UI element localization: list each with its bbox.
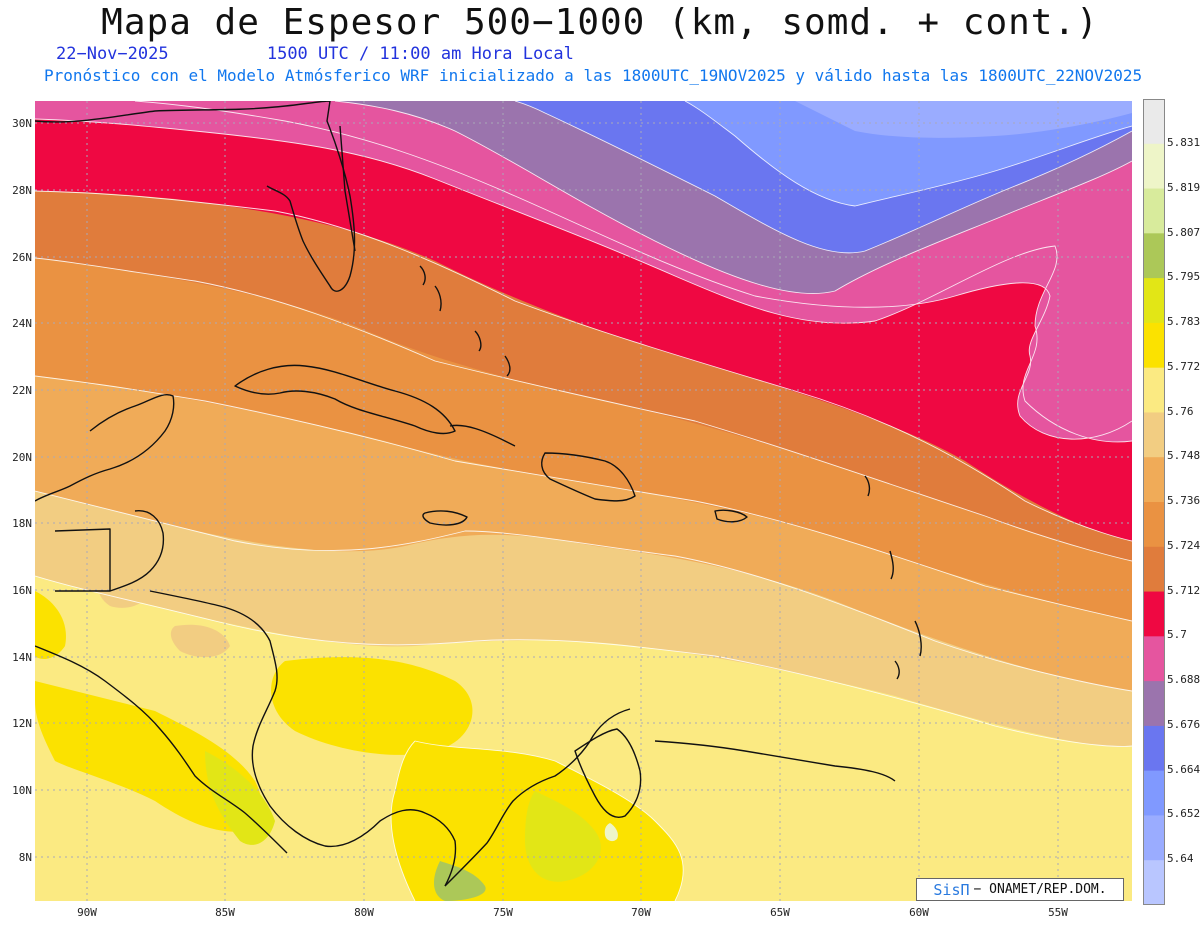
lat-tick: 22N — [12, 384, 32, 397]
brand-logo: SisΠ — [933, 880, 970, 899]
thickness-band — [795, 101, 1132, 138]
colorbar-segment — [1143, 860, 1165, 905]
coastlines — [35, 101, 922, 887]
lon-tick: 85W — [215, 906, 235, 919]
thickness-band — [525, 791, 601, 882]
lat-tick: 14N — [12, 651, 32, 664]
colorbar-segment — [1143, 725, 1165, 772]
lon-tick: 60W — [909, 906, 929, 919]
lat-tick: 26N — [12, 251, 32, 264]
lat-tick: 10N — [12, 784, 32, 797]
thickness-map — [35, 101, 1132, 901]
forecast-date: 22−Nov−2025 — [56, 44, 169, 64]
colorbar-label: 5.807 — [1167, 226, 1200, 239]
model-description: Pronóstico con el Modelo Atmósferico WRF… — [44, 66, 1143, 85]
colorbar-segment — [1143, 681, 1165, 727]
colorbar-label: 5.831 — [1167, 136, 1200, 149]
colorbar-segment — [1143, 457, 1165, 503]
lon-tick: 80W — [354, 906, 374, 919]
colorbar — [1143, 99, 1165, 905]
colorbar-segment — [1143, 815, 1165, 861]
colorbar-label: 5.76 — [1167, 405, 1194, 418]
colorbar-segment — [1143, 367, 1165, 413]
colorbar-label: 5.795 — [1167, 270, 1200, 283]
colorbar-segment — [1143, 143, 1165, 190]
colorbar-label: 5.64 — [1167, 852, 1194, 865]
thickness-band — [604, 823, 618, 842]
lon-tick: 55W — [1048, 906, 1068, 919]
colorbar-label: 5.688 — [1167, 673, 1200, 686]
colorbar-segment — [1143, 278, 1165, 324]
colorbar-label: 5.783 — [1167, 315, 1200, 328]
colorbar-segment — [1143, 233, 1165, 279]
colorbar-label: 5.652 — [1167, 807, 1200, 820]
lat-tick: 20N — [12, 451, 32, 464]
colorbar-label: 5.664 — [1167, 763, 1200, 776]
lat-tick: 28N — [12, 184, 32, 197]
colorbar-label: 5.736 — [1167, 494, 1200, 507]
colorbar-label: 5.712 — [1167, 584, 1200, 597]
colorbar-segment — [1143, 591, 1165, 637]
lon-tick: 65W — [770, 906, 790, 919]
lat-tick: 8N — [18, 851, 32, 864]
forecast-date-time: 22−Nov−2025 1500 UTC / 11:00 am Hora Loc… — [56, 44, 574, 64]
thickness-band — [433, 861, 486, 901]
colorbar-segment — [1143, 770, 1165, 816]
colorbar-label: 5.724 — [1167, 539, 1200, 552]
map-title: Mapa de Espesor 500−1000 (km, somd. + co… — [101, 2, 1099, 43]
colorbar-segment — [1143, 412, 1165, 458]
forecast-time: 1500 UTC / 11:00 am Hora Local — [266, 44, 574, 64]
colorbar-label: 5.676 — [1167, 718, 1200, 731]
colorbar-label: 5.7 — [1167, 628, 1187, 641]
colorbar-segment — [1143, 322, 1165, 369]
lat-tick: 16N — [12, 584, 32, 597]
colorbar-label: 5.819 — [1167, 181, 1200, 194]
lat-tick: 24N — [12, 317, 32, 330]
lon-tick: 90W — [77, 906, 97, 919]
lon-tick: 75W — [493, 906, 513, 919]
colorbar-segment — [1143, 188, 1165, 234]
thickness-bands — [35, 101, 1132, 901]
grid-lines — [35, 101, 1132, 901]
lat-tick: 18N — [12, 517, 32, 530]
credit-box: SisΠ − ONAMET/REP.DOM. — [916, 878, 1124, 901]
colorbar-segment — [1143, 636, 1165, 682]
colorbar-segment — [1143, 502, 1165, 548]
colorbar-segment — [1143, 99, 1165, 145]
contour-lines — [35, 101, 1132, 901]
colorbar-segment — [1143, 546, 1165, 593]
lon-tick: 70W — [631, 906, 651, 919]
credit-text: − ONAMET/REP.DOM. — [973, 882, 1107, 897]
lat-tick: 12N — [12, 717, 32, 730]
colorbar-label: 5.748 — [1167, 449, 1200, 462]
colorbar-label: 5.772 — [1167, 360, 1200, 373]
thickness-band — [35, 576, 1132, 901]
lat-tick: 30N — [12, 117, 32, 130]
